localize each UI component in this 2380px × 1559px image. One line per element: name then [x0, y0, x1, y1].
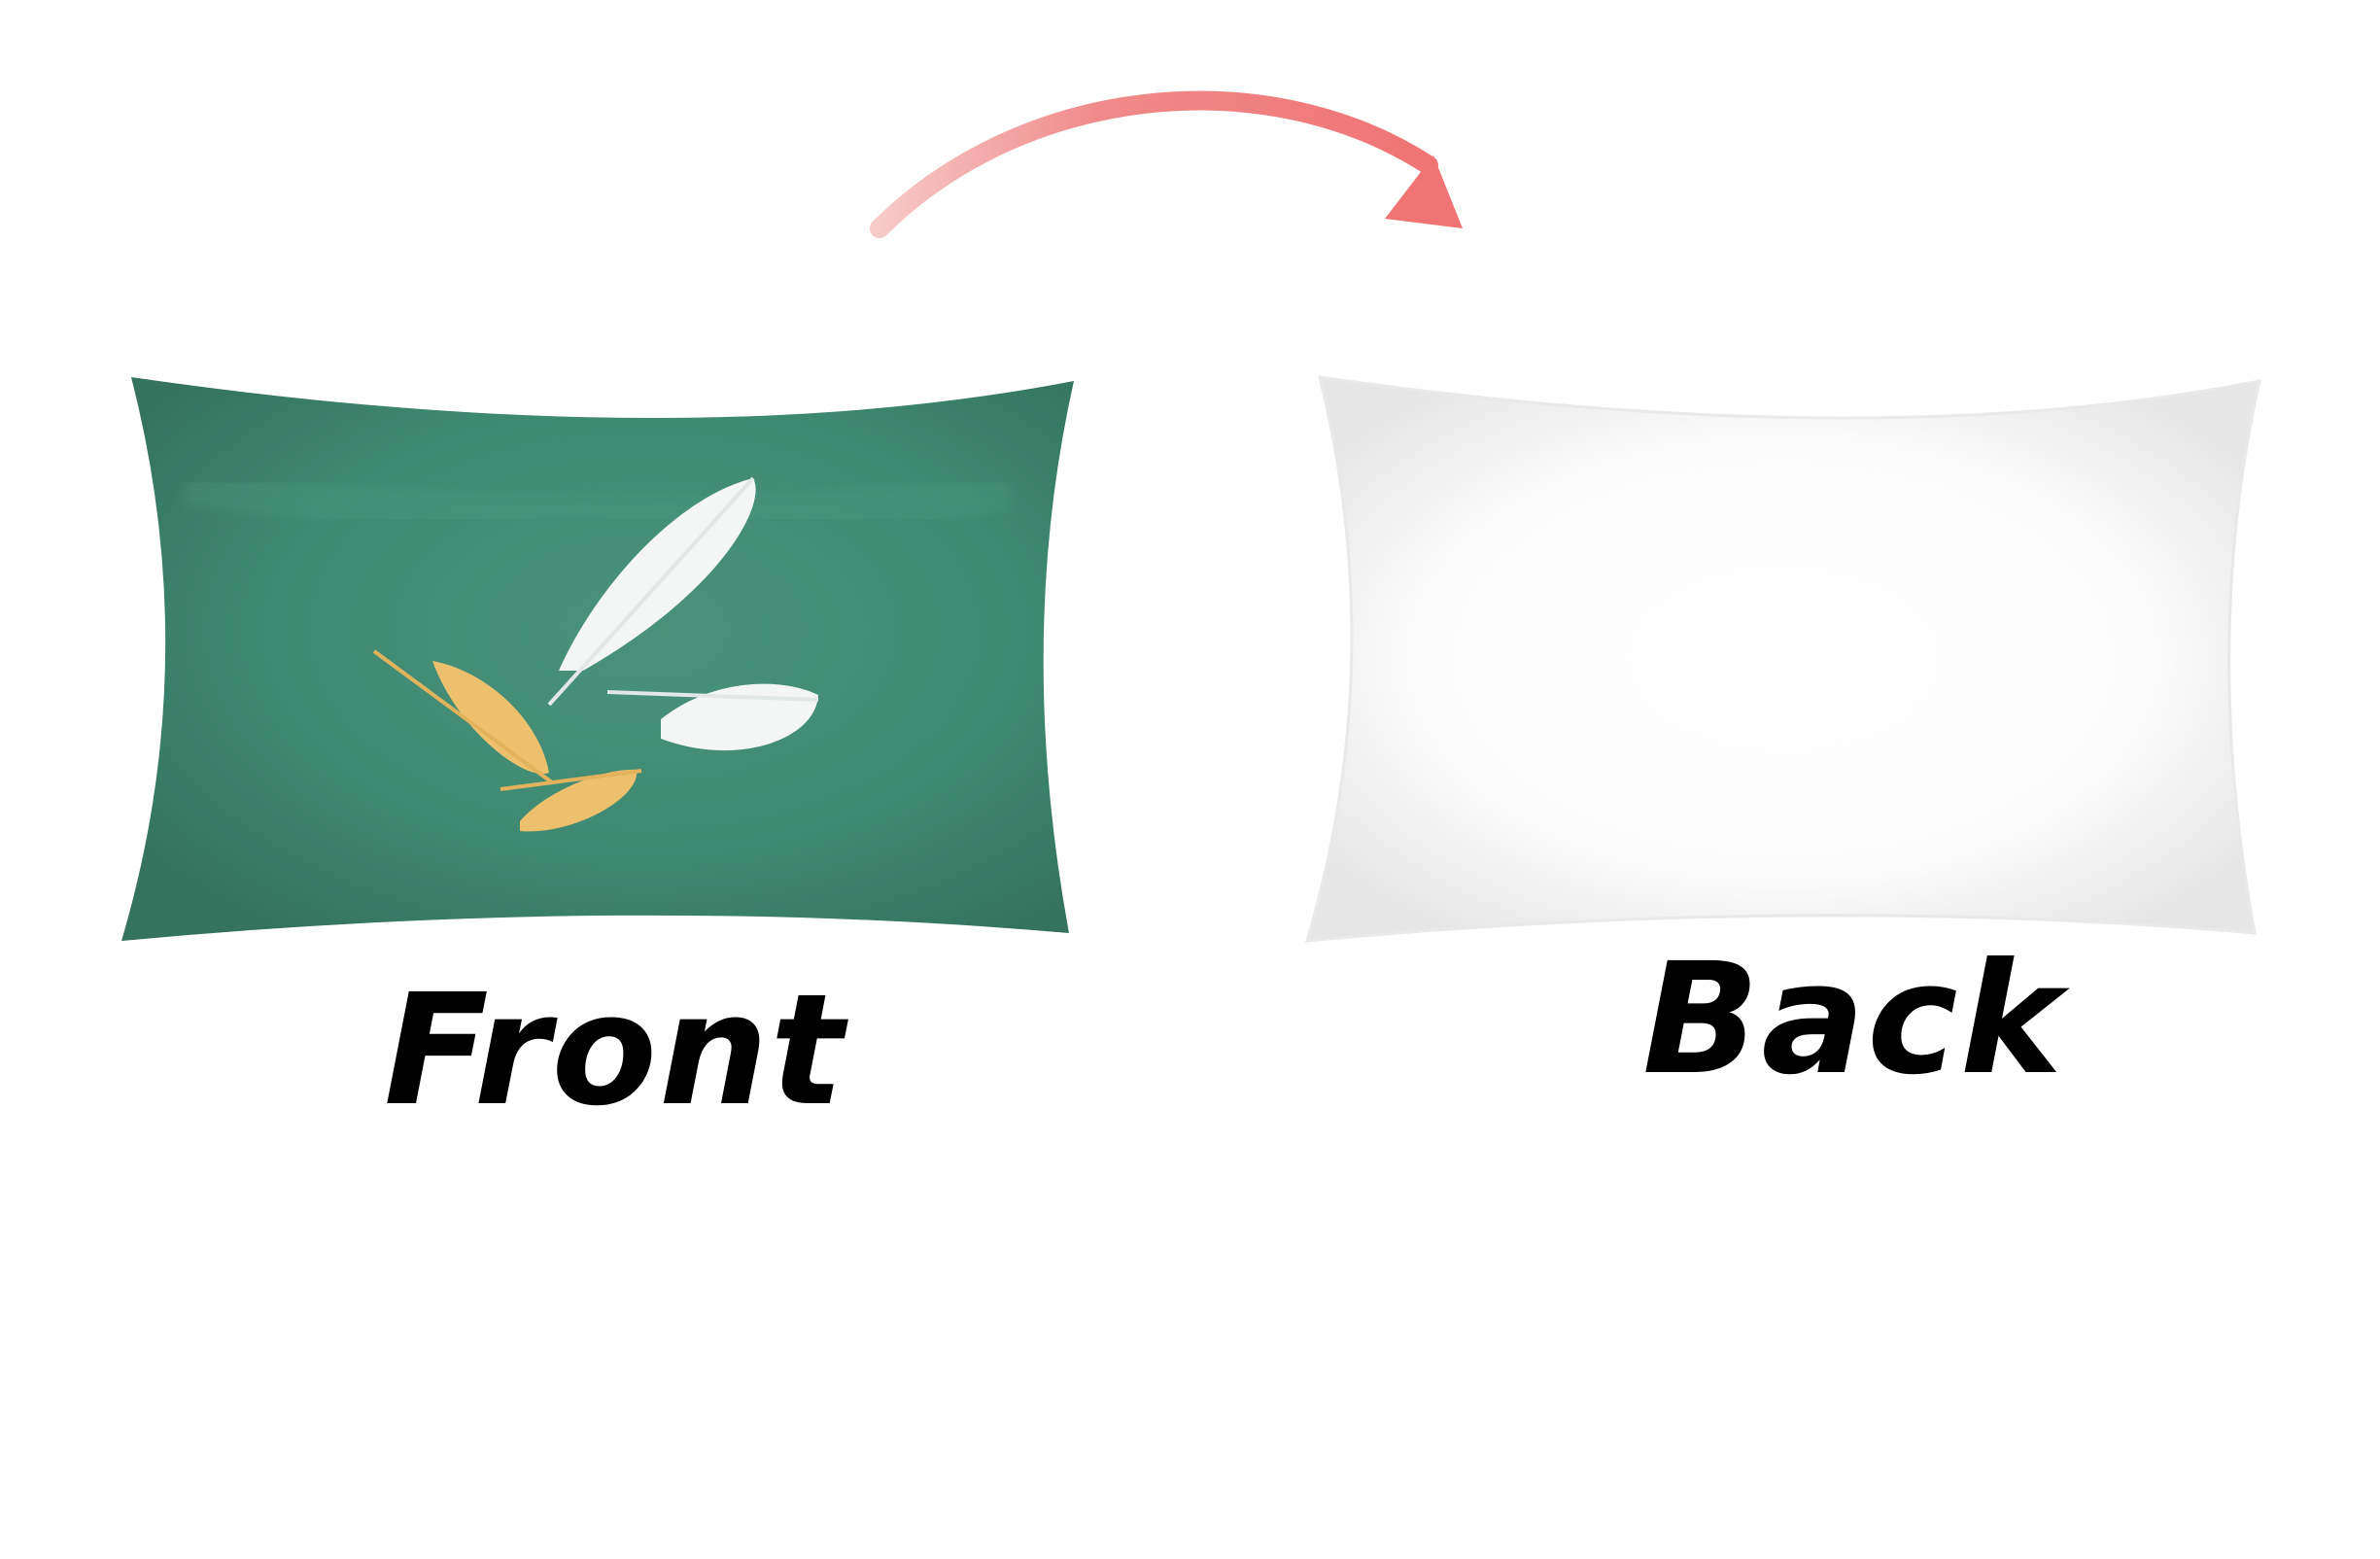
- feather-gold-bottom-icon: [500, 769, 642, 832]
- feather-gold-left-icon: [372, 649, 554, 784]
- front-pillow: [121, 377, 1074, 941]
- back-pillow: [1304, 375, 2261, 943]
- front-label: Front: [384, 961, 846, 1140]
- back-label: Back: [1642, 930, 2064, 1109]
- feather-white-large-icon: [547, 476, 756, 707]
- curved-arrow-icon: [870, 90, 1463, 238]
- feather-white-small-icon: [606, 683, 819, 751]
